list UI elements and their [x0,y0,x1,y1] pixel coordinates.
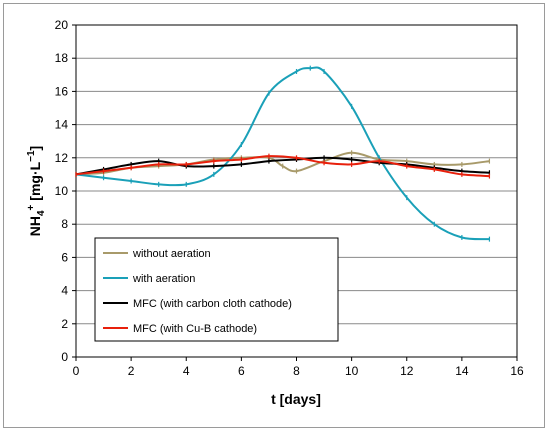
y-tick-label: 10 [55,184,69,198]
y-axis-label-base: NH [27,216,43,236]
legend-label-with-aeration: with aeration [132,273,195,285]
x-tick-label: 2 [128,364,135,378]
x-axis-label: t [days] [271,391,321,407]
legend-label-mfc-with-cu-b-cathode: MFC (with Cu-B cathode) [133,323,257,335]
y-tick-label: 14 [55,118,69,132]
y-axis-label-unit-sup: −1 [26,150,37,162]
legend-label-mfc-with-carbon-cloth-cathode: MFC (with carbon cloth cathode) [133,298,292,310]
y-axis-label-sup: + [26,204,37,210]
y-tick-label: 4 [61,284,68,298]
y-tick-label: 8 [61,217,68,231]
series-line-mfc-with-carbon-cloth-cathode [75,156,490,176]
y-tick-labels: 0 2 4 6 8 10 12 14 16 18 20 [55,18,69,364]
legend-label-without-aeration: without aeration [132,248,211,260]
y-tick-label: 12 [55,151,69,165]
series-line-with-aeration [75,66,490,241]
y-tick-label: 18 [55,51,69,65]
x-tick-label: 14 [455,364,469,378]
x-tick-label: 4 [183,364,190,378]
x-tick-label: 10 [345,364,359,378]
series-lines [75,65,491,242]
y-axis-label-sub: 4 [36,210,47,216]
axes [72,24,518,361]
y-tick-label: 0 [61,350,68,364]
x-tick-label: 12 [400,364,414,378]
legend: without aeration with aeration MFC (with c… [94,237,339,342]
y-axis-label-unit: [mg·L [27,161,43,204]
y-tick-label: 20 [55,18,69,32]
series-line-mfc-with-cu-b-cathode [75,155,490,178]
x-tick-label: 0 [73,364,80,378]
y-tick-label: 2 [61,317,68,331]
y-tick-label: 6 [61,250,68,264]
x-tick-label: 16 [510,364,524,378]
x-tick-labels: 0 2 4 6 8 10 12 14 16 [73,364,524,378]
y-axis-label: NH4+ [mg·L−1] [26,146,47,236]
x-tick-label: 8 [293,364,300,378]
y-tick-label: 16 [55,84,69,98]
x-tick-label: 6 [238,364,245,378]
y-axis-label-close: ] [27,146,43,151]
legend-box [94,237,339,342]
